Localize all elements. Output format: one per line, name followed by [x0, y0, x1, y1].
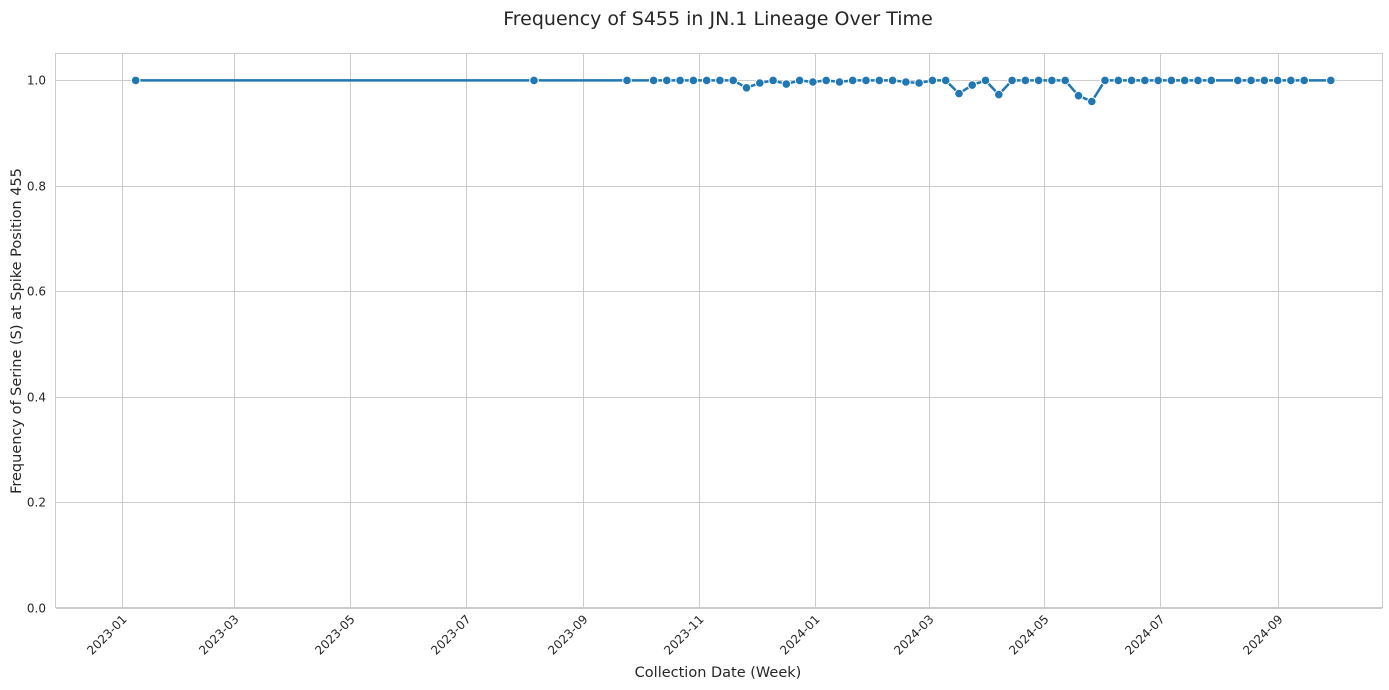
- data-point: [622, 75, 632, 86]
- x-tick-label: 2024-01: [777, 612, 822, 657]
- data-point: [1060, 75, 1070, 86]
- data-point: [662, 75, 672, 86]
- data-point: [1299, 75, 1309, 86]
- data-point: [914, 78, 924, 88]
- data-point: [980, 75, 991, 86]
- data-point: [1126, 75, 1137, 86]
- data-point: [1020, 75, 1031, 86]
- y-tick-label: 0.4: [27, 391, 46, 405]
- data-point: [701, 75, 712, 86]
- data-point: [130, 75, 141, 86]
- y-tick-label: 0.6: [27, 285, 46, 299]
- data-point: [1033, 75, 1044, 86]
- data-point: [821, 75, 832, 86]
- data-point: [1113, 75, 1124, 86]
- x-tick-label: 2024-03: [891, 612, 936, 657]
- data-point: [940, 75, 951, 86]
- data-point: [1166, 75, 1177, 86]
- data-point: [834, 77, 845, 87]
- data-point: [901, 77, 911, 87]
- x-tick-label: 2023-07: [428, 612, 473, 657]
- data-point: [675, 75, 685, 86]
- data-point: [1073, 90, 1084, 101]
- data-point: [1193, 75, 1203, 86]
- y-tick-labels: 0.0 0.2 0.4 0.6 0.8 1.0: [27, 74, 46, 616]
- x-tick-label: 2023-05: [312, 612, 357, 657]
- data-point: [1246, 75, 1256, 86]
- data-point: [781, 79, 792, 89]
- data-point: [954, 88, 964, 99]
- x-axis-label: Collection Date (Week): [635, 665, 802, 681]
- y-tick-label: 0.0: [27, 602, 46, 616]
- x-tick-label: 2024-09: [1240, 612, 1285, 657]
- data-point: [1179, 75, 1190, 86]
- data-point: [794, 75, 805, 86]
- data-point: [994, 89, 1004, 100]
- data-point: [715, 75, 725, 86]
- y-tick-label: 0.8: [27, 180, 46, 194]
- data-point: [1272, 75, 1283, 86]
- data-point: [887, 75, 898, 86]
- series-layer: [130, 75, 1336, 107]
- data-point: [861, 75, 871, 86]
- data-point: [927, 75, 938, 86]
- y-tick-label: 1.0: [27, 74, 46, 88]
- data-point: [728, 75, 739, 86]
- plot-area-border: [55, 53, 1383, 608]
- y-tick-label: 0.2: [27, 496, 46, 510]
- data-point: [1140, 75, 1150, 86]
- x-tick-label: 2023-03: [196, 612, 241, 657]
- x-tick-label: 2023-01: [84, 612, 129, 657]
- data-point: [529, 75, 539, 86]
- data-point: [1206, 75, 1217, 86]
- x-tick-label: 2024-05: [1006, 612, 1051, 657]
- chart-title: Frequency of S455 in JN.1 Lineage Over T…: [503, 8, 933, 30]
- data-point: [1087, 96, 1097, 107]
- data-point: [768, 75, 778, 86]
- data-point: [1100, 75, 1110, 86]
- x-tick-label: 2024-07: [1122, 612, 1167, 657]
- data-point: [1153, 75, 1163, 86]
- data-point: [741, 83, 752, 93]
- data-point: [1007, 75, 1017, 86]
- data-point: [688, 75, 699, 86]
- x-tick-label: 2023-11: [661, 612, 706, 657]
- grid: [56, 54, 1382, 609]
- data-point: [1286, 75, 1296, 86]
- data-point: [874, 75, 885, 86]
- data-point: [1047, 75, 1057, 86]
- x-tick-labels: 2023-01 2023-03 2023-05 2023-07 2023-09 2023-…: [84, 612, 1285, 657]
- data-point: [755, 78, 765, 88]
- data-point: [648, 75, 659, 86]
- x-tick-label: 2023-09: [545, 612, 590, 657]
- data-point: [1259, 75, 1270, 86]
- data-point: [847, 75, 858, 86]
- data-point: [967, 80, 978, 90]
- data-point: [1233, 75, 1243, 86]
- data-point: [1326, 75, 1336, 86]
- data-point: [808, 77, 818, 87]
- y-axis-label: Frequency of Serine (S) at Spike Positio…: [9, 168, 25, 494]
